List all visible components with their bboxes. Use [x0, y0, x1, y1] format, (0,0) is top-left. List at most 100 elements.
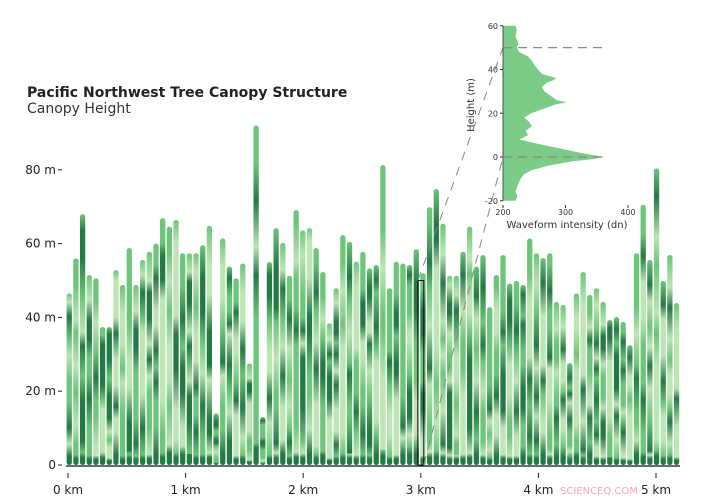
main-axes: 0 20 m 40 m 60 m 80 m 0 km 1 km 2 km 3 km 4 km 5 k… [25, 163, 680, 497]
watermark: SCIENCEQ.COM [560, 486, 638, 497]
canopy-bar [126, 248, 132, 465]
x-tick-label: 1 km [171, 483, 201, 497]
y-tick-label: 60 m [25, 237, 56, 251]
canopy-bar [473, 266, 479, 465]
x-tick-label: 4 km [523, 483, 553, 497]
connector-line-top [417, 47, 504, 281]
canopy-bar [533, 253, 540, 465]
canopy-bar [460, 251, 466, 465]
canopy-bar [587, 294, 593, 465]
canopy-bar [607, 319, 613, 465]
canopy-bar [280, 242, 286, 465]
canopy-bar [226, 266, 233, 465]
canopy-bar [647, 259, 653, 465]
canopy-bar [173, 219, 179, 465]
canopy-bar [273, 228, 279, 465]
canopy-bar [206, 225, 213, 465]
canopy-bar [547, 253, 553, 465]
canopy-bar [266, 262, 273, 465]
canopy-bar [246, 363, 253, 465]
canopy-bar [113, 270, 119, 465]
canopy-bar [667, 255, 673, 465]
canopy-bar [300, 230, 306, 465]
canopy-bar [433, 188, 439, 465]
inset-y-tick-label: 40 [488, 66, 498, 75]
canopy-bar [180, 253, 186, 465]
canopy-bar [420, 273, 426, 465]
canopy-bar [480, 255, 486, 465]
x-tick-label: 5 km [641, 483, 671, 497]
canopy-bar [573, 293, 580, 465]
canopy-bars [66, 125, 680, 466]
canopy-bar [260, 417, 266, 465]
canopy-bar [106, 326, 112, 465]
canopy-bar [653, 168, 660, 465]
highlight-box [417, 280, 425, 466]
canopy-bar [640, 204, 646, 466]
canopy-bar [493, 274, 500, 465]
canopy-bar [79, 214, 86, 465]
x-tick-label: 2 km [288, 483, 318, 497]
canopy-bar [140, 259, 146, 465]
canopy-bar [600, 301, 606, 465]
canopy-bar [513, 280, 520, 465]
canopy-bar [366, 268, 373, 465]
y-tick-label: 20 m [25, 384, 56, 398]
canopy-bar [326, 323, 333, 465]
canopy-bar [520, 284, 526, 465]
canopy-bar [160, 218, 166, 465]
canopy-bar [66, 293, 72, 465]
canopy-bar [400, 263, 406, 465]
connector-line-bottom [423, 156, 504, 466]
canopy-bar [467, 226, 473, 465]
canopy-bar [613, 317, 620, 465]
canopy-bar [133, 284, 139, 465]
x-tick-label: 3 km [406, 483, 436, 497]
canopy-bar [306, 228, 313, 465]
canopy-bar [166, 226, 172, 465]
inset-x-label: Waveform intensity (dn) [507, 220, 628, 231]
canopy-bar [346, 241, 353, 465]
canopy-bar [153, 243, 159, 465]
canopy-bar [440, 223, 446, 465]
x-tick-label: 0 km [53, 483, 83, 497]
canopy-bar [99, 326, 106, 465]
canopy-bar [233, 278, 239, 465]
canopy-bar [320, 272, 326, 465]
canopy-bar [220, 238, 226, 465]
canopy-bar [380, 165, 386, 466]
canopy-bar [360, 251, 366, 465]
inset-y-label: Height (m) [466, 78, 477, 132]
canopy-bar [406, 265, 413, 465]
inset-x-tick-label: 300 [558, 208, 573, 217]
canopy-bar [73, 258, 79, 465]
canopy-bar [253, 125, 259, 466]
inset-x-tick-label: 400 [620, 208, 635, 217]
canopy-bar [293, 210, 299, 465]
canopy-bar [507, 283, 513, 465]
canopy-bar [426, 207, 433, 465]
canopy-bar [340, 235, 346, 465]
canopy-bar [593, 288, 600, 465]
canopy-bar [527, 238, 533, 465]
canopy-bar [560, 304, 566, 465]
canopy-bar [286, 275, 293, 465]
canopy-bar [567, 363, 573, 465]
canopy-bar [386, 288, 393, 465]
inset-y-tick-label: 20 [488, 109, 498, 118]
chart-title: Pacific Northwest Tree Canopy Structure [27, 85, 347, 101]
inset-y-tick-label: 60 [488, 22, 498, 31]
canopy-bar [213, 413, 219, 465]
canopy-bar [86, 274, 92, 465]
canopy-bar [453, 275, 459, 465]
canopy-bar [333, 288, 339, 465]
canopy-bar [193, 253, 199, 465]
canopy-bar [633, 253, 640, 465]
canopy-bar [660, 280, 666, 465]
canopy-bar [627, 345, 633, 465]
canopy-bar [353, 261, 359, 465]
canopy-bar [119, 284, 126, 465]
inset-x-tick-label: 200 [495, 208, 510, 217]
